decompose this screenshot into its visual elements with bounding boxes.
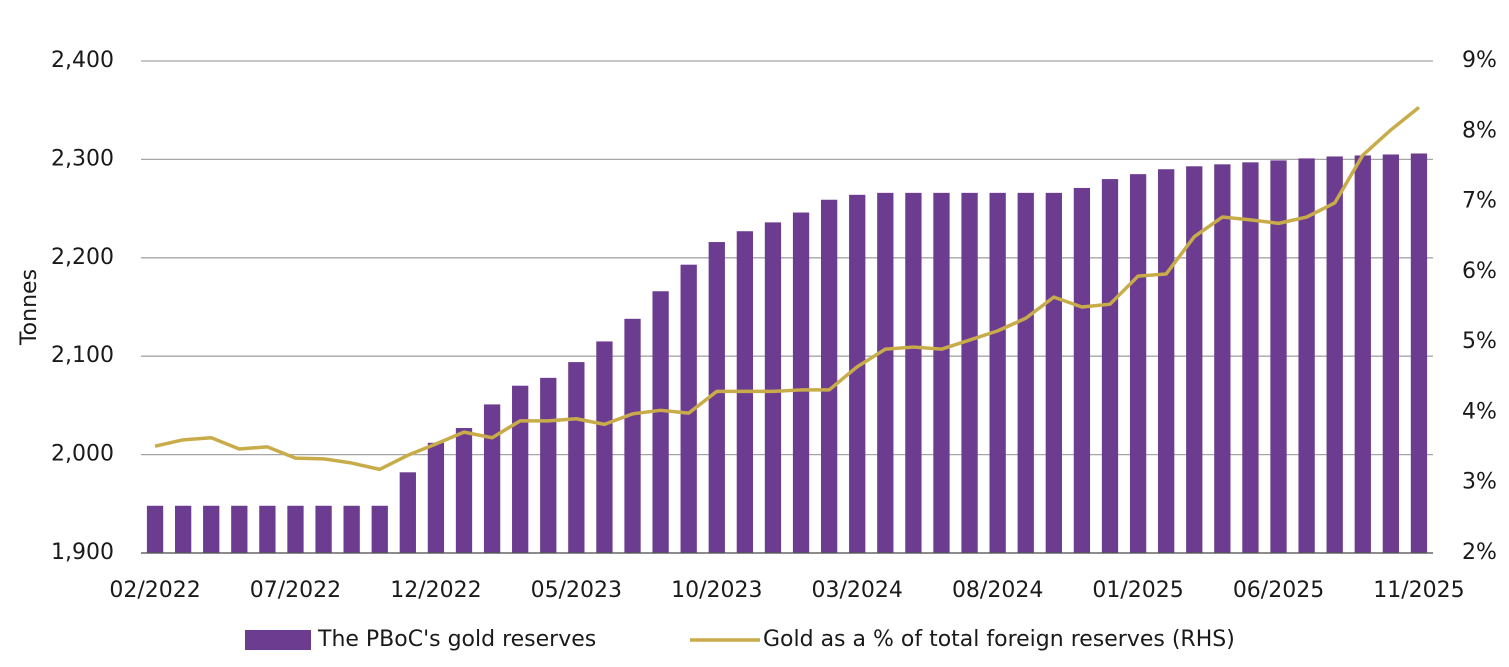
bar (820, 199, 838, 553)
y-axis-title: Tonnes (17, 269, 42, 346)
bar (596, 341, 613, 553)
y-tick-label: 2,000 (51, 442, 114, 467)
bar (231, 505, 248, 553)
bar (568, 362, 585, 553)
x-tick-label: 07/2022 (250, 578, 341, 603)
bar (1186, 166, 1203, 553)
y-tick-label: 2,300 (51, 146, 114, 171)
y2-tick-label: 2% (1462, 540, 1497, 565)
bar (259, 505, 276, 553)
y-tick-label: 2,400 (51, 48, 114, 73)
bar (1326, 156, 1343, 553)
bar (1242, 162, 1259, 554)
bar (146, 505, 164, 553)
line (154, 106, 1421, 472)
bar (1214, 164, 1231, 553)
bar (1382, 154, 1400, 554)
x-tick-label: 11/2025 (1373, 578, 1464, 603)
x-tick-label: 10/2023 (671, 578, 762, 603)
bar (1073, 187, 1091, 553)
bar (371, 505, 388, 553)
bar (1410, 153, 1428, 553)
bar (540, 377, 557, 553)
x-tick-label: 08/2024 (952, 578, 1043, 603)
y2-tick-label: 4% (1462, 399, 1497, 424)
bar (455, 428, 473, 553)
bar (680, 264, 697, 553)
y2-tick-label: 6% (1462, 259, 1497, 284)
x-tick-label: 02/2022 (109, 578, 200, 603)
bar (1158, 169, 1175, 554)
bar (877, 192, 894, 553)
bar (1298, 158, 1315, 553)
bar (849, 194, 866, 553)
x-tick-label: 12/2022 (390, 578, 481, 603)
bar (203, 505, 220, 553)
legend-label: Gold as a % of total foreign reserves (R… (763, 627, 1235, 652)
bar (961, 192, 978, 553)
bar (624, 318, 641, 553)
bar (1129, 174, 1147, 553)
y2-tick-label: 7% (1462, 189, 1497, 214)
bar (1017, 192, 1034, 553)
x-tick-label: 05/2023 (531, 578, 622, 603)
bar (174, 505, 192, 553)
bar (652, 291, 669, 553)
y2-tick-label: 5% (1462, 329, 1497, 354)
bar (512, 385, 529, 553)
bar (933, 192, 950, 553)
bar (315, 505, 332, 553)
bar (1101, 179, 1119, 553)
x-tick-label: 06/2025 (1233, 578, 1324, 603)
bar (989, 192, 1006, 553)
bar (427, 442, 445, 553)
bar (792, 212, 810, 553)
y-tick-label: 2,100 (51, 343, 114, 368)
bar (1354, 155, 1371, 554)
bar (1045, 192, 1062, 553)
y2-tick-label: 3% (1462, 470, 1497, 495)
bar (399, 472, 416, 553)
legend-label: The PBoC's gold reserves (317, 627, 596, 652)
bar (483, 404, 501, 553)
y-tick-label: 1,900 (51, 540, 114, 565)
y-tick-label: 2,200 (51, 245, 114, 270)
legend-swatch (245, 630, 311, 650)
bar (905, 192, 922, 553)
y2-tick-label: 9% (1462, 48, 1497, 73)
bar (343, 505, 360, 553)
y2-tick-label: 8% (1462, 118, 1497, 143)
bar (287, 505, 304, 553)
bar (708, 242, 725, 553)
bar (1270, 160, 1287, 553)
bar (764, 222, 782, 553)
x-tick-label: 01/2025 (1092, 578, 1183, 603)
x-tick-label: 03/2024 (812, 578, 903, 603)
